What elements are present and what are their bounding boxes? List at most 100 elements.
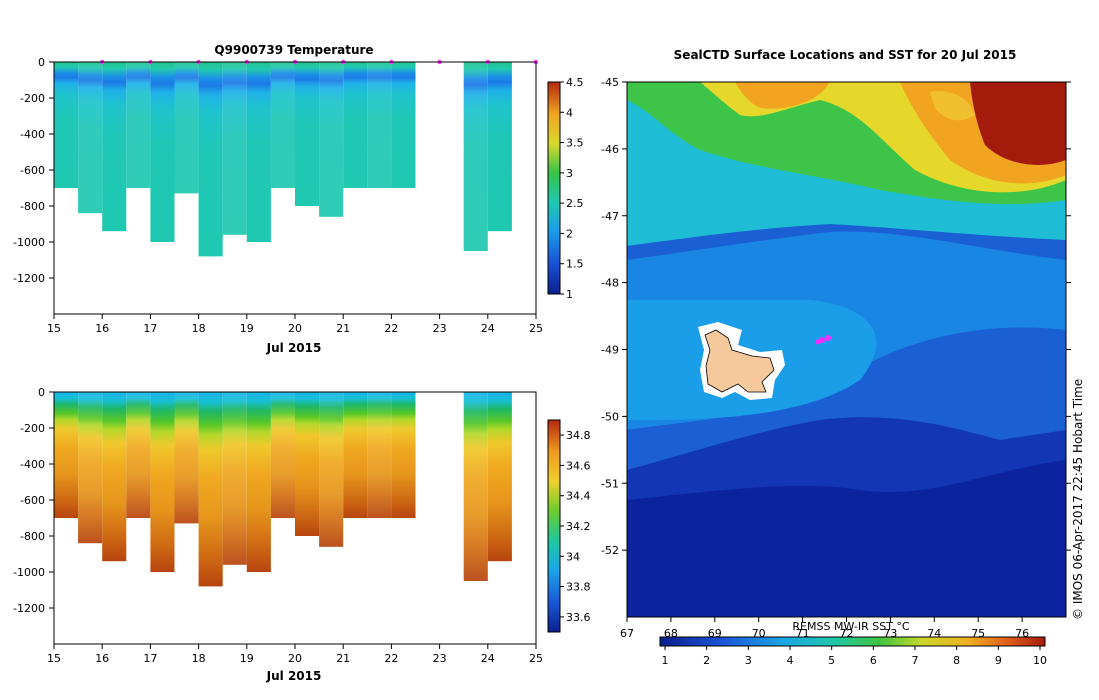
y-tick-label: -1200 bbox=[13, 602, 45, 615]
colorbar-tick-label: 34.8 bbox=[566, 429, 591, 442]
sst-tick-label: 2 bbox=[703, 654, 710, 667]
x-tick-label: 24 bbox=[481, 652, 495, 665]
y-tick-label: -1000 bbox=[13, 236, 45, 249]
y-tick-label: -400 bbox=[20, 458, 45, 471]
x-tick-label: 16 bbox=[95, 322, 109, 335]
temperature-profile-column bbox=[150, 62, 175, 242]
colorbar-tick-label: 34.2 bbox=[566, 520, 591, 533]
x-tick-label: 23 bbox=[433, 652, 447, 665]
x-tick-label: 22 bbox=[384, 322, 398, 335]
temperature-profile-column bbox=[78, 62, 103, 214]
lat-tick-label: -47 bbox=[601, 210, 619, 223]
salinity-profile-column bbox=[126, 392, 151, 518]
map-title: SealCTD Surface Locations and SST for 20… bbox=[674, 48, 1017, 62]
salinity-profile-column bbox=[174, 392, 199, 524]
colorbar-tick-label: 2.5 bbox=[566, 197, 584, 210]
x-tick-label: 21 bbox=[336, 652, 350, 665]
colorbar-tick-label: 1 bbox=[566, 288, 573, 301]
colorbar-tick-label: 34.4 bbox=[566, 490, 591, 503]
x-tick-label: 17 bbox=[143, 322, 157, 335]
temperature-profile-column bbox=[222, 62, 247, 235]
y-tick-label: -1200 bbox=[13, 272, 45, 285]
salinity-profile-column bbox=[150, 392, 175, 572]
sst-tick-label: 9 bbox=[995, 654, 1002, 667]
salinity-profile-column bbox=[463, 392, 488, 581]
salinity-profile-column bbox=[295, 392, 320, 536]
y-tick-label: -200 bbox=[20, 92, 45, 105]
salinity-xlabel: Jul 2015 bbox=[266, 669, 322, 683]
y-tick-label: -800 bbox=[20, 200, 45, 213]
temperature-title: Q9900739 Temperature bbox=[214, 43, 373, 57]
x-tick-label: 21 bbox=[336, 322, 350, 335]
colorbar-tick-label: 33.8 bbox=[566, 581, 591, 594]
colorbar-tick-label: 3 bbox=[566, 167, 573, 180]
colorbar-tick-label: 3.5 bbox=[566, 137, 584, 150]
salinity-profile-column bbox=[198, 392, 223, 587]
temperature-profile-column bbox=[102, 62, 127, 232]
salinity-profile-column bbox=[222, 392, 247, 565]
sst-map: SealCTD Surface Locations and SST for 20… bbox=[601, 48, 1085, 667]
sst-tick-label: 10 bbox=[1033, 654, 1047, 667]
x-tick-label: 20 bbox=[288, 322, 302, 335]
x-tick-label: 15 bbox=[47, 322, 61, 335]
salinity-profile-column bbox=[487, 392, 512, 562]
y-tick-label: -600 bbox=[20, 164, 45, 177]
x-tick-label: 23 bbox=[433, 322, 447, 335]
lat-tick-label: -50 bbox=[601, 410, 619, 423]
lat-tick-label: -51 bbox=[601, 477, 619, 490]
sst-tick-label: 6 bbox=[870, 654, 877, 667]
sst-field bbox=[627, 82, 1066, 617]
lat-tick-label: -45 bbox=[601, 76, 619, 89]
temperature-profile-column bbox=[246, 62, 271, 242]
colorbar-tick-label: 2 bbox=[566, 227, 573, 240]
seal-location-marker bbox=[815, 339, 821, 345]
temperature-profile-column bbox=[54, 62, 79, 188]
salinity-profile-column bbox=[391, 392, 416, 518]
x-tick-label: 19 bbox=[240, 322, 254, 335]
lat-tick-label: -48 bbox=[601, 277, 619, 290]
x-tick-label: 18 bbox=[192, 652, 206, 665]
temperature-profile-column bbox=[126, 62, 151, 188]
seal-location-marker bbox=[825, 335, 831, 341]
colorbar-tick-label: 4 bbox=[566, 106, 573, 119]
sst-tick-label: 3 bbox=[745, 654, 752, 667]
sst-colorbar-label: REMSS MW-IR SST °C bbox=[792, 620, 910, 633]
salinity-profile-column bbox=[367, 392, 392, 518]
colorbar-tick-label: 34 bbox=[566, 550, 580, 563]
seal-location-marker bbox=[819, 337, 825, 343]
temperature-xlabel: Jul 2015 bbox=[266, 341, 322, 355]
temperature-profile-column bbox=[319, 62, 344, 217]
temperature-profile-column bbox=[391, 62, 416, 188]
imos-credit: © IMOS 06-Apr-2017 22:45 Hobart Time bbox=[1071, 379, 1085, 620]
x-tick-label: 24 bbox=[481, 322, 495, 335]
y-tick-label: 0 bbox=[38, 56, 45, 69]
y-tick-label: -400 bbox=[20, 128, 45, 141]
y-tick-label: -200 bbox=[20, 422, 45, 435]
x-tick-label: 16 bbox=[95, 652, 109, 665]
temperature-profile-column bbox=[270, 62, 295, 188]
x-tick-label: 17 bbox=[143, 652, 157, 665]
salinity-profile-column bbox=[270, 392, 295, 518]
sst-tick-label: 1 bbox=[662, 654, 669, 667]
colorbar-tick-label: 4.5 bbox=[566, 76, 584, 89]
salinity-colorbar bbox=[547, 419, 561, 633]
colorbar-tick-label: 1.5 bbox=[566, 258, 584, 271]
sst-tick-label: 8 bbox=[953, 654, 960, 667]
salinity-section-plot: 15 16 17 18 19 20 21 22 23 24 25 0 -200 -400 -600 -800 -… bbox=[13, 386, 590, 683]
x-tick-label: 22 bbox=[384, 652, 398, 665]
temperature-profile-column bbox=[295, 62, 320, 206]
temperature-profile-column bbox=[463, 62, 488, 251]
temperature-profile-column bbox=[198, 62, 223, 257]
sst-colorbar bbox=[659, 636, 1046, 647]
sst-tick-label: 5 bbox=[828, 654, 835, 667]
lat-tick-label: -52 bbox=[601, 544, 619, 557]
y-tick-label: -800 bbox=[20, 530, 45, 543]
colorbar-tick-label: 34.6 bbox=[566, 459, 591, 472]
temperature-section-plot: 15 16 17 18 19 20 21 22 23 24 250-200-400-600-800-… bbox=[13, 43, 583, 355]
x-tick-label: 25 bbox=[529, 322, 543, 335]
salinity-profile-column bbox=[54, 392, 79, 518]
y-tick-label: -1000 bbox=[13, 566, 45, 579]
sst-tick-label: 4 bbox=[787, 654, 794, 667]
lat-tick-label: -46 bbox=[601, 143, 619, 156]
x-tick-label: 20 bbox=[288, 652, 302, 665]
